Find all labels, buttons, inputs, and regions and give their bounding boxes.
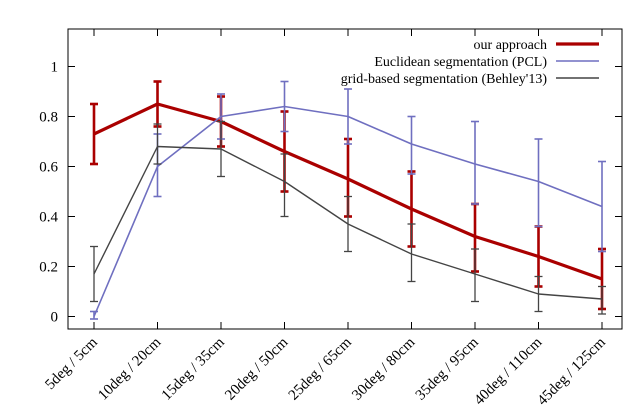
y-tick-label: 0.8 (39, 110, 58, 126)
legend-label: Euclidean segmentation (PCL) (374, 55, 547, 70)
x-tick-label: 35deg / 95cm (413, 334, 482, 403)
legend: our approach Euclidean segmentation (PCL)… (341, 38, 599, 87)
y-tick-label: 0.6 (39, 160, 58, 176)
y-tick-label: 0 (51, 310, 59, 326)
series-2 (90, 120, 606, 315)
plot-frame (67, 28, 623, 330)
legend-label: our approach (474, 38, 547, 53)
series-1 (90, 80, 606, 320)
x-tick-label: 30deg / 80cm (349, 334, 418, 403)
y-tick-label: 0.2 (39, 260, 58, 276)
x-tick-label: 20deg / 50cm (222, 334, 291, 403)
y-tick-label: 0.4 (39, 210, 58, 226)
x-tick-label: 25deg / 65cm (286, 334, 355, 403)
x-tick-label: 15deg / 35cm (159, 334, 228, 403)
legend-label: grid-based segmentation (Behley'13) (341, 72, 548, 87)
series-group (90, 80, 606, 320)
y-tick-label: 1 (51, 60, 59, 76)
x-tick-label: 5deg / 5cm (42, 334, 101, 393)
y-axis: 0 0.2 0.4 0.6 0.8 1 (39, 60, 622, 326)
x-tick-label: 10deg / 20cm (95, 334, 164, 403)
x-tick-label: 45deg / 125cm (534, 334, 609, 409)
